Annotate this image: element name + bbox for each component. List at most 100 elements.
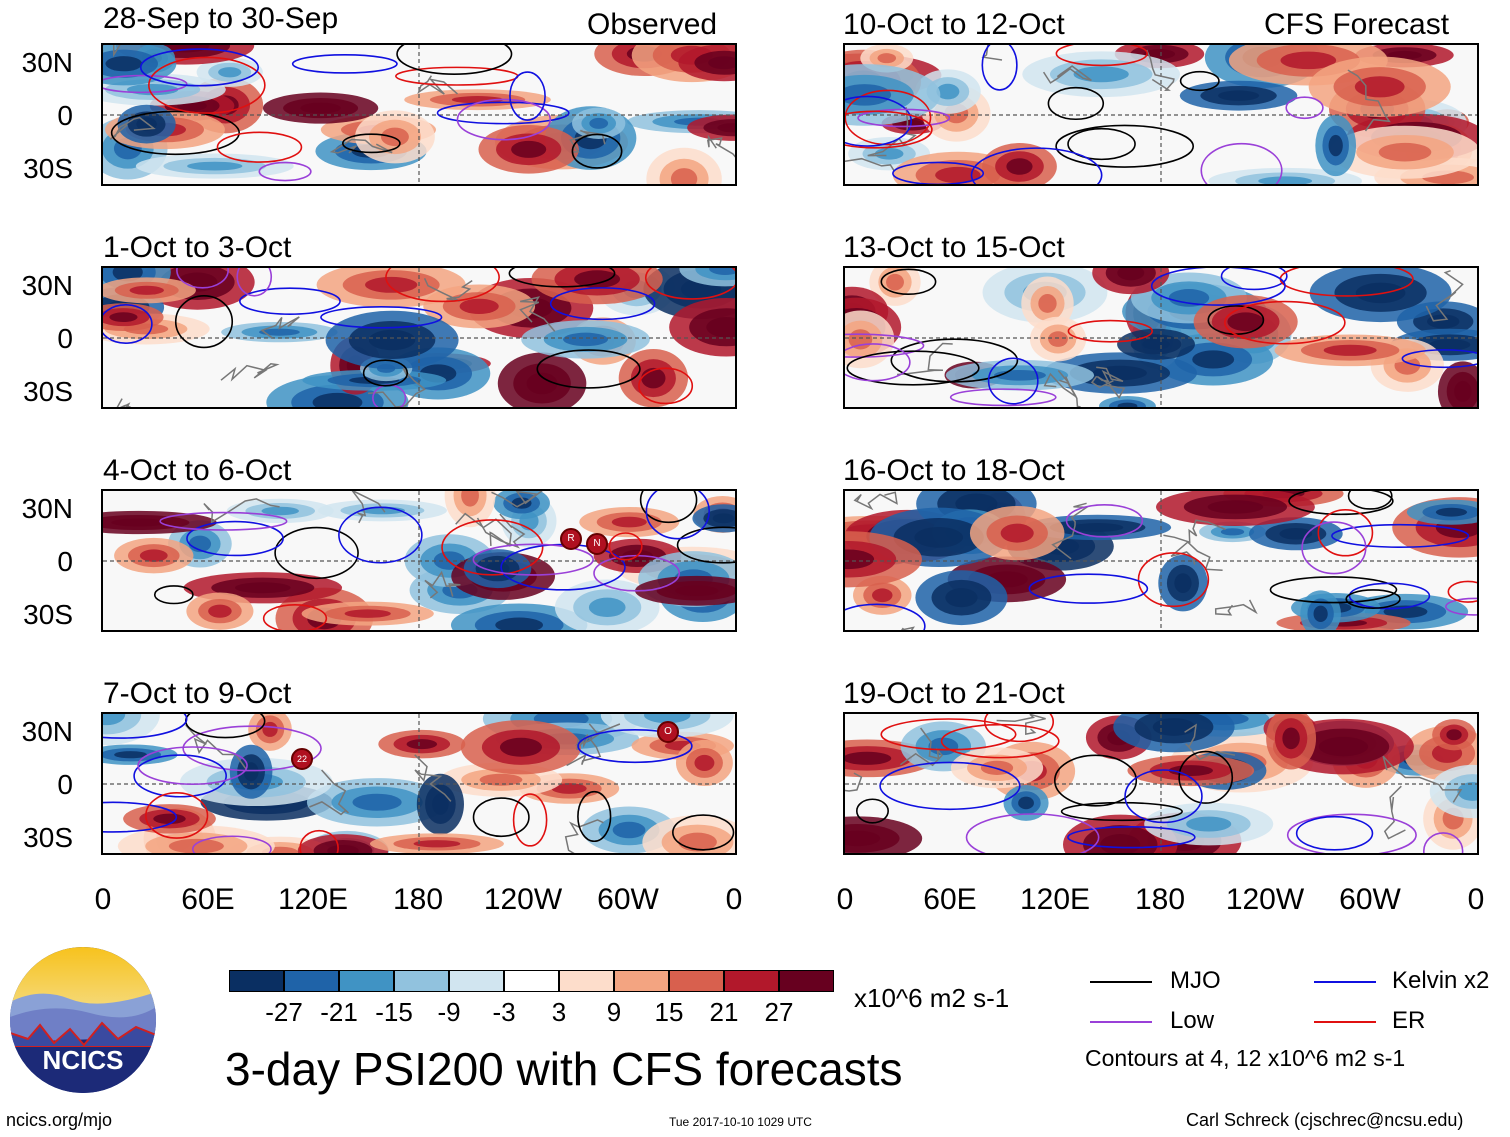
- wave-contour: [1179, 70, 1220, 92]
- wave-contour: [880, 268, 937, 296]
- anomaly-blob: [706, 317, 735, 338]
- colorbar-label: 21: [709, 997, 739, 1027]
- wave-contour: [1200, 142, 1283, 184]
- anomaly-blob: [511, 140, 547, 158]
- xtick-left: 0: [94, 883, 112, 916]
- wave-contour: [1224, 300, 1346, 345]
- anomaly-blob: [1018, 796, 1034, 810]
- wave-contour: [133, 754, 227, 798]
- wave-contour: [1348, 582, 1431, 610]
- wave-contour: [1124, 769, 1203, 824]
- wave-contour: [845, 89, 932, 146]
- ytick-eq: 0: [57, 100, 73, 131]
- map-field-obs-4: [103, 714, 735, 853]
- wave-contour: [608, 532, 643, 561]
- wave-contour: [845, 603, 926, 630]
- ncics-logo: NCICS: [10, 947, 156, 1093]
- wave-contour: [1401, 349, 1477, 369]
- map-field-obs-2: [103, 268, 735, 407]
- colorbar-label: 3: [551, 997, 567, 1027]
- wave-contour: [1067, 319, 1153, 343]
- wave-contour: [291, 53, 398, 74]
- anomaly-blob: [1429, 339, 1471, 351]
- ytick-30s: 30S: [23, 376, 73, 407]
- storm-marker-icon: N: [586, 533, 608, 555]
- wave-contour: [1286, 813, 1417, 853]
- xtick-left: 60W: [597, 883, 659, 916]
- coastline: [220, 363, 280, 382]
- wave-contour: [857, 108, 951, 128]
- anomaly-blob: [1152, 718, 1196, 736]
- wave-contour: [137, 746, 248, 786]
- wave-contour: [103, 714, 188, 739]
- xtick-right: 60E: [923, 883, 977, 916]
- wave-contour: [639, 491, 698, 524]
- coastline: [1146, 49, 1175, 92]
- anomaly-blob: [845, 830, 881, 847]
- panel-title-obs-2: 1-Oct to 3-Oct: [103, 231, 292, 264]
- wave-contour: [536, 349, 641, 389]
- anomaly-blob: [935, 166, 981, 184]
- colorbar-box: [394, 970, 449, 992]
- map-panel-fc-2: [843, 266, 1479, 409]
- wave-contour: [1150, 268, 1286, 306]
- coastline: [566, 733, 602, 767]
- anomaly-blob: [845, 549, 875, 570]
- colorbar-units: x10^6 m2 s-1: [854, 983, 1010, 1013]
- wave-contour: [103, 74, 188, 94]
- wave-contour: [148, 56, 266, 114]
- ytick-30n: 30N: [21, 47, 73, 78]
- coastline: [424, 570, 461, 599]
- anomaly-blob: [218, 67, 242, 78]
- legend-label-mjo: MJO: [1170, 967, 1221, 994]
- colorbar-label: -3: [492, 997, 516, 1027]
- xtick-right: 0: [836, 883, 854, 916]
- wave-contour: [1331, 523, 1470, 548]
- coastline: [564, 819, 604, 853]
- coastline: [897, 342, 953, 376]
- colorbar-box: [229, 970, 284, 992]
- wave-contour: [1137, 552, 1210, 608]
- xtick-left: 180: [392, 883, 444, 916]
- wave-contour: [846, 350, 980, 386]
- anomaly-blob: [208, 604, 232, 618]
- anomaly-blob: [670, 168, 698, 184]
- anomaly-blob: [479, 773, 523, 786]
- anomaly-blob: [259, 328, 300, 336]
- wave-contour: [239, 287, 341, 316]
- anomaly-blob: [1280, 51, 1337, 70]
- anomaly-blob: [1454, 380, 1472, 402]
- wave-contour: [1345, 589, 1401, 609]
- wave-contour: [965, 813, 1100, 853]
- legend-label-kelvin: Kelvin x2: [1392, 967, 1490, 994]
- wave-contour: [845, 343, 911, 382]
- coastline: [519, 296, 556, 332]
- wave-contour: [845, 95, 913, 147]
- anomaly-blob: [111, 518, 166, 527]
- anomaly-blob: [886, 273, 904, 291]
- anomaly-blob: [611, 516, 647, 528]
- wave-contour: [1347, 491, 1393, 510]
- ytick-30n: 30N: [21, 716, 73, 747]
- wave-contour: [1055, 124, 1195, 168]
- anomaly-blob: [432, 793, 449, 815]
- map-panel-obs-4: [101, 712, 737, 855]
- wave-contour: [1060, 801, 1183, 822]
- wave-contour: [362, 359, 409, 387]
- wave-contour: [385, 268, 500, 303]
- wave-contour: [139, 48, 260, 87]
- anomaly-blob: [459, 298, 499, 315]
- wave-contour: [571, 133, 623, 169]
- anomaly-blob: [694, 754, 715, 771]
- anomaly-blob: [312, 392, 363, 407]
- wave-contour: [191, 835, 272, 853]
- wave-contour: [512, 793, 548, 847]
- anomaly-blob: [1387, 50, 1422, 60]
- anomaly-blob: [1282, 727, 1300, 750]
- panel-title-fc-3: 16-Oct to 18-Oct: [843, 454, 1065, 487]
- anomaly-blob: [139, 549, 168, 562]
- anomaly-blob: [1192, 350, 1235, 369]
- coastline: [1163, 519, 1226, 544]
- footer-url: ncics.org/mjo: [6, 1110, 113, 1130]
- xtick-left: 0: [725, 883, 743, 916]
